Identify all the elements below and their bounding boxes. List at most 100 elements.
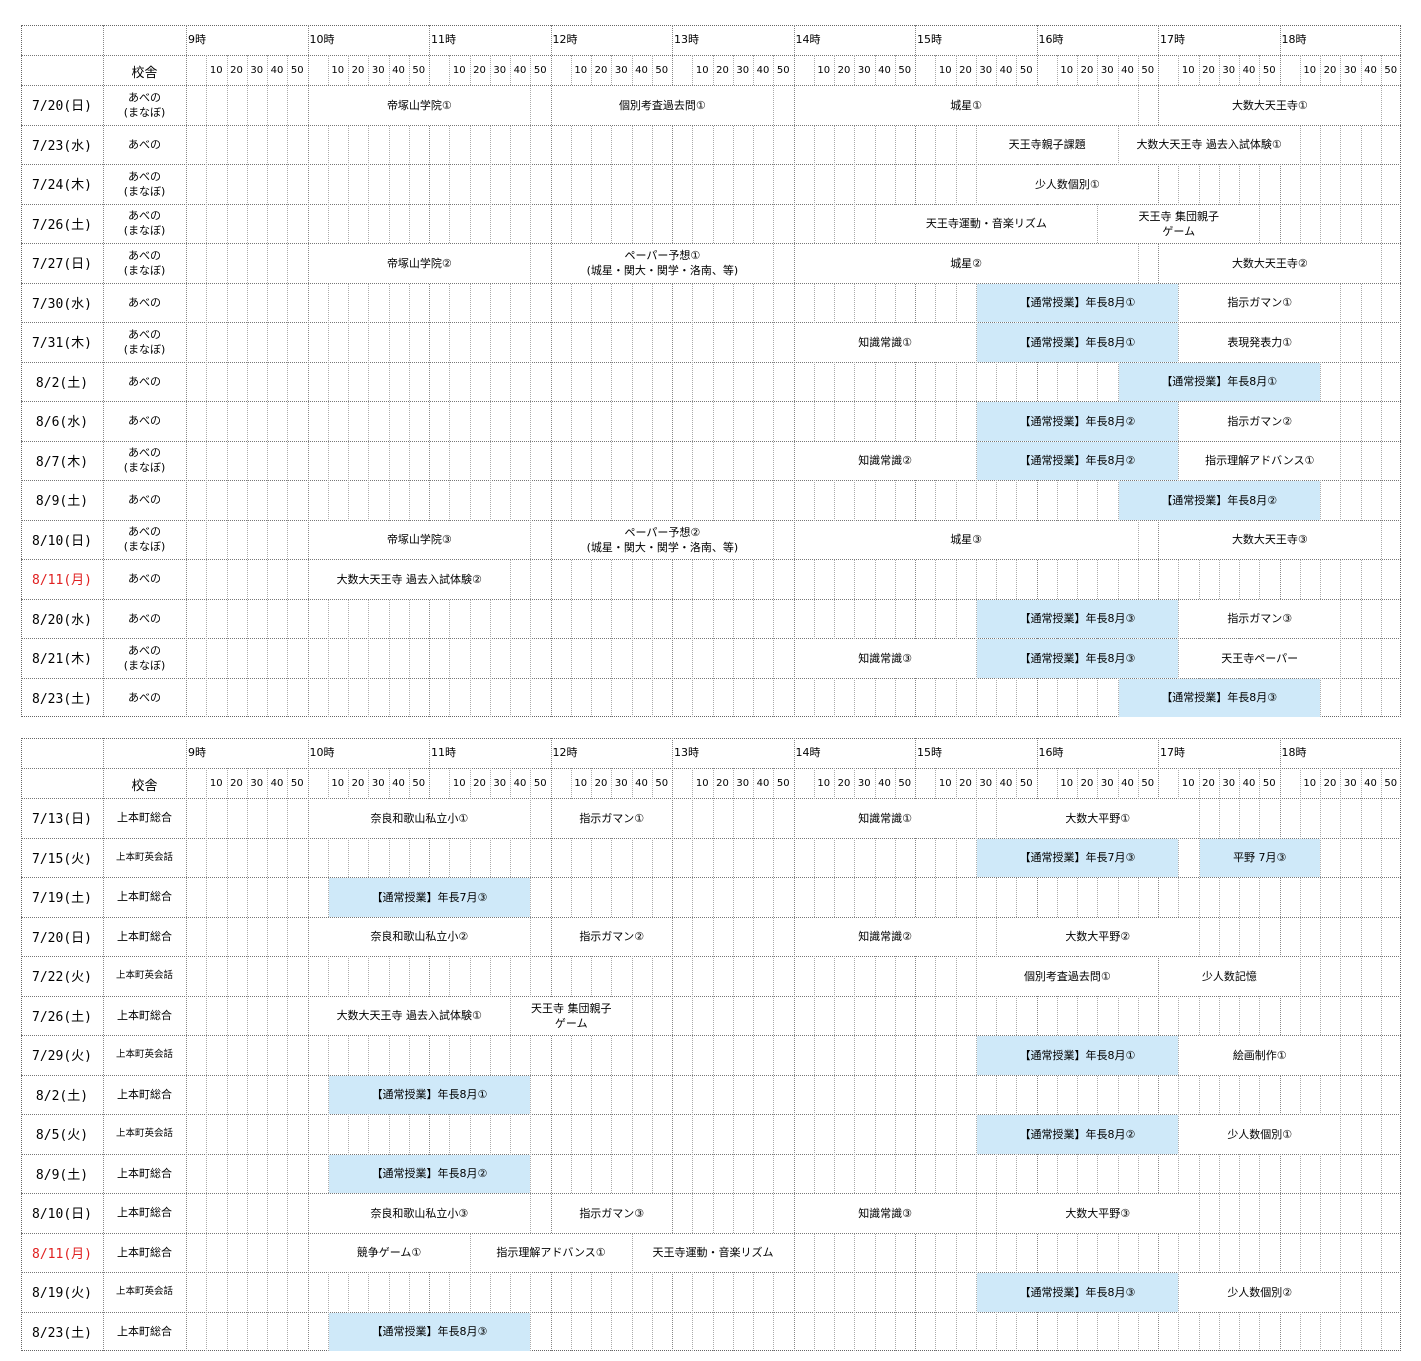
minute-divider [955,55,957,717]
row-divider [21,164,1401,165]
event-block[interactable]: 奈良和歌山私立小① [308,799,531,838]
regular-class-block[interactable]: 【通常授業】年長8月② [1118,481,1320,520]
table-border [21,25,1401,717]
event-block[interactable]: 奈良和歌山私立小② [308,917,531,956]
event-block[interactable]: 大数大天王寺② [1159,244,1381,283]
minute-label: 50 [1141,65,1155,76]
minute-divider [530,55,532,717]
event-block[interactable]: 大数大天王寺 過去入試体験② [308,560,510,599]
minute-divider [408,55,410,717]
event-block[interactable]: 指示ガマン③ [1179,599,1341,638]
regular-class-block[interactable]: 【通常授業】年長7月③ [976,838,1179,877]
event-block[interactable]: 天王寺 集団親子 ゲーム [511,996,632,1035]
regular-class-block[interactable]: 【通常授業】年長7月③ [328,878,531,917]
event-block[interactable]: 指示ガマン① [1179,283,1341,322]
regular-class-block[interactable]: 【通常授業】年長8月① [976,323,1179,362]
event-block[interactable]: 少人数個別② [1179,1273,1341,1312]
minute-label: 30 [250,778,264,789]
minute-divider [854,55,856,717]
event-block[interactable]: 奈良和歌山私立小③ [308,1194,531,1233]
regular-class-block[interactable]: 【通常授業】年長8月① [976,283,1179,322]
campus-cell: 上本町総合 [117,1324,172,1338]
event-block[interactable]: 指示理解アドバンス① [1179,441,1341,480]
event-block[interactable]: 城星③ [794,520,1138,559]
campus-cell: 上本町英会話 [115,1286,173,1298]
event-block[interactable]: 天王寺運動・音楽リズム [632,1233,794,1272]
minute-label: 20 [351,778,365,789]
campus-cell: あべの [128,572,161,586]
event-block[interactable]: 大数大天王寺③ [1159,520,1381,559]
event-block[interactable]: 知識常識③ [794,639,976,678]
event-block[interactable]: 指示ガマン② [1179,402,1341,441]
event-block[interactable]: 少人数個別① [1179,1115,1341,1154]
event-block[interactable]: 大数大平野① [997,799,1199,838]
event-block[interactable]: 指示ガマン③ [551,1194,672,1233]
regular-class-block[interactable]: 【通常授業】年長8月② [976,402,1179,441]
event-block[interactable]: 少人数個別① [976,165,1158,204]
event-block[interactable]: ペーパー予想② (城星・関大・関学・洛南、等) [551,520,774,559]
event-block[interactable]: 表現発表力① [1179,323,1341,362]
minute-label: 40 [878,65,891,76]
minute-label: 10 [574,778,588,789]
event-block[interactable]: 知識常識③ [794,1194,976,1233]
event-block[interactable]: 帝塚山学院① [308,86,531,125]
minute-label: 40 [270,778,284,789]
event-block[interactable]: 指示ガマン② [551,917,672,956]
regular-class-block[interactable]: 【通常授業】年長8月① [976,1036,1179,1075]
event-block[interactable]: 城星② [794,244,1138,283]
event-block[interactable]: 少人数記憶 [1159,957,1300,996]
regular-class-block[interactable]: 【通常授業】年長8月③ [976,599,1179,638]
regular-class-block[interactable]: 【通常授業】年長8月③ [976,1273,1179,1312]
event-block[interactable]: 競争ゲーム① [308,1233,470,1272]
minute-label: 40 [392,65,405,76]
regular-class-block[interactable]: 【通常授業】年長8月② [328,1154,531,1193]
minute-label: 50 [1019,778,1033,789]
regular-class-block[interactable]: 【通常授業】年長8月③ [328,1312,531,1351]
regular-class-block[interactable]: 【通常授業】年長8月③ [976,639,1179,678]
minute-divider [1097,55,1099,717]
minute-label: 20 [1080,65,1094,76]
minute-label: 10 [1303,778,1317,789]
minute-label: 20 [230,778,243,789]
campus-cell: 上本町英会話 [115,1049,173,1061]
hour-label: 14時 [795,746,821,759]
date-cell: 8/11(月) [32,573,92,589]
event-block[interactable]: 天王寺運動・音楽リズム [875,204,1098,243]
event-block[interactable]: 帝塚山学院③ [308,520,531,559]
hour-label: 10時 [309,746,335,759]
event-block[interactable]: 大数大天王寺① [1159,86,1381,125]
event-block[interactable]: 知識常識① [794,799,976,838]
regular-class-block[interactable]: 【通常授業】年長8月③ [1118,678,1320,717]
event-block[interactable]: 指示理解アドバンス① [470,1233,632,1272]
event-block[interactable]: 大数大平野② [997,917,1199,956]
hour-label: 11時 [431,746,456,759]
event-block[interactable]: ペーパー予想① (城星・関大・関学・洛南、等) [551,244,774,283]
event-block[interactable]: 絵画制作① [1179,1036,1341,1075]
event-block[interactable]: 大数大天王寺 過去入試体験① [1118,125,1300,164]
minute-label: 30 [1100,778,1114,789]
event-block[interactable]: 知識常識② [794,441,976,480]
regular-class-block[interactable]: 【通常授業】年長8月② [976,1115,1179,1154]
event-block[interactable]: 天王寺親子課題 [976,125,1118,164]
event-block[interactable]: 城星① [794,86,1138,125]
event-block[interactable]: 大数大平野③ [997,1194,1199,1233]
regular-class-block[interactable]: 【通常授業】年長8月① [328,1075,531,1114]
event-block[interactable]: 知識常識② [794,917,976,956]
event-block[interactable]: 指示ガマン① [551,799,672,838]
regular-class-block[interactable]: 【通常授業】年長8月② [976,441,1179,480]
event-block[interactable]: 帝塚山学院② [308,244,531,283]
event-block[interactable]: 天王寺ペーパー [1179,639,1341,678]
event-block[interactable]: 大数大天王寺 過去入試体験① [308,996,510,1035]
regular-class-block[interactable]: 【通常授業】年長8月① [1118,362,1320,401]
row-divider [21,1272,1401,1273]
regular-class-block[interactable]: 平野 7月③ [1199,838,1320,877]
date-cell: 8/10(日) [32,533,92,549]
campus-cell: 上本町総合 [117,1087,172,1101]
event-block[interactable]: 個別考査過去問① [551,86,774,125]
row-divider [21,322,1401,323]
event-block[interactable]: 知識常識① [794,323,976,362]
minute-label: 40 [1364,778,1377,789]
hour-label: 15時 [917,33,942,46]
event-block[interactable]: 天王寺 集団親子 ゲーム [1098,204,1260,243]
event-block[interactable]: 個別考査過去問① [976,957,1158,996]
